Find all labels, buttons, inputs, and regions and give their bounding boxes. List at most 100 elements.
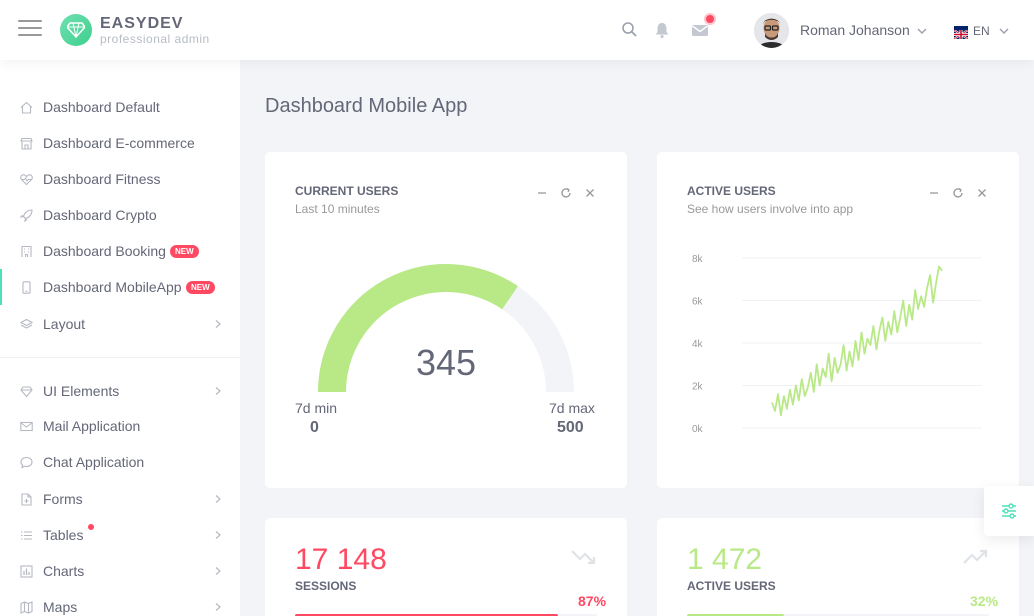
current-users-card: CURRENT USERS Last 10 minutes 345 7d min… <box>265 152 627 488</box>
sliders-icon <box>1002 503 1016 519</box>
sessions-percent: 87% <box>578 593 607 609</box>
chevron-down-icon[interactable] <box>999 26 1009 36</box>
building-icon <box>21 245 32 257</box>
home-icon <box>20 101 33 114</box>
gauge-max-label: 7d max <box>549 400 595 416</box>
store-icon <box>20 137 33 150</box>
file-add-icon <box>21 492 32 506</box>
sidebar-item-forms[interactable]: Forms <box>0 481 240 517</box>
sidebar-item-dashboard-crypto[interactable]: Dashboard Crypto <box>0 197 240 233</box>
chevron-right-icon <box>215 495 221 503</box>
search-icon[interactable] <box>621 21 639 39</box>
sessions-progress-bar <box>295 614 558 616</box>
gauge-fill <box>318 264 518 392</box>
sidebar-item-layout[interactable]: Layout <box>0 306 240 342</box>
language-label[interactable]: EN <box>973 24 990 38</box>
close-icon[interactable] <box>975 186 989 200</box>
sidebar-item-label: Layout <box>43 316 86 332</box>
active-users-progress-bar <box>687 614 784 616</box>
heart-pulse-icon <box>20 173 33 185</box>
minimize-icon[interactable] <box>535 186 549 200</box>
chevron-right-icon <box>215 387 221 395</box>
gauge-min-value: 0 <box>310 419 319 436</box>
uk-flag-icon[interactable] <box>953 26 969 40</box>
card-tools <box>535 186 599 200</box>
gauge-value: 345 <box>415 342 477 383</box>
series-line <box>771 265 943 417</box>
notification-dot <box>706 15 714 23</box>
refresh-icon[interactable] <box>951 186 965 200</box>
chevron-right-icon <box>215 567 221 575</box>
rocket-icon <box>20 208 33 222</box>
sidebar-item-dashboard-fitness[interactable]: Dashboard Fitness <box>0 161 240 197</box>
close-icon[interactable] <box>583 186 597 200</box>
chevron-right-icon <box>215 320 221 328</box>
sidebar-item-maps[interactable]: Maps <box>0 589 240 616</box>
sidebar-item-dashboard-mobileapp[interactable]: Dashboard MobileApp NEW <box>0 269 240 305</box>
minimize-icon[interactable] <box>927 186 941 200</box>
y-tick-label: 6k <box>692 297 704 308</box>
brand-subtitle: professional admin <box>100 32 210 46</box>
list-icon <box>21 530 32 540</box>
trending-down-icon <box>571 550 596 565</box>
sidebar-item-dashboard-booking[interactable]: Dashboard Booking NEW <box>0 233 240 269</box>
chart-bars-icon <box>20 564 33 578</box>
sidebar-item-label: Dashboard Booking <box>43 243 166 259</box>
active-users-percent: 32% <box>970 593 999 609</box>
sidebar-item-dashboard-ecommerce[interactable]: Dashboard E-commerce <box>0 125 240 161</box>
sessions-label: SESSIONS <box>295 579 357 593</box>
card-title: ACTIVE USERS <box>687 184 776 198</box>
y-tick-label: 2k <box>692 382 704 393</box>
active-users-line-chart: 8k 6k 4k 2k 0k <box>692 254 982 435</box>
sidebar-item-mail-application[interactable]: Mail Application <box>0 408 240 444</box>
sidebar-item-label: Dashboard MobileApp <box>43 279 182 295</box>
active-users-card: ACTIVE USERS See how users involve into … <box>657 152 1019 488</box>
sidebar-item-label: Charts <box>43 563 85 579</box>
sidebar-item-label: Dashboard E-commerce <box>43 135 195 151</box>
chevron-down-icon[interactable] <box>917 26 927 36</box>
sidebar-item-label: Mail Application <box>43 418 141 434</box>
customizer-button[interactable] <box>984 486 1034 536</box>
gauge-max-value: 500 <box>557 419 584 436</box>
active-users-value: 1 472 <box>687 543 763 576</box>
sidebar-item-tables[interactable]: Tables <box>0 517 240 553</box>
sessions-value: 17 148 <box>295 543 387 576</box>
logo-diamond-icon[interactable] <box>60 14 92 46</box>
y-tick-label: 0k <box>692 424 704 435</box>
y-tick-label: 8k <box>692 254 704 265</box>
sidebar-item-label: Maps <box>43 599 78 615</box>
chat-bubble-icon <box>20 456 33 469</box>
active-users-label: ACTIVE USERS <box>687 579 776 593</box>
notification-dot <box>88 524 94 530</box>
brand-title: EASYDEV <box>100 15 184 32</box>
menu-icon[interactable] <box>18 20 42 40</box>
bell-icon[interactable] <box>653 21 671 39</box>
gauge-chart <box>318 264 574 392</box>
sidebar-item-label: Tables <box>43 527 84 543</box>
map-icon <box>20 600 33 614</box>
sidebar-divider <box>0 357 240 358</box>
sessions-card: 17 148 SESSIONS 87% <box>265 518 627 616</box>
layers-icon <box>20 318 33 329</box>
sidebar-item-dashboard-default[interactable]: Dashboard Default <box>0 89 240 125</box>
mail-icon[interactable] <box>691 21 709 39</box>
sidebar-item-ui-elements[interactable]: UI Elements <box>0 373 240 409</box>
sidebar-item-label: Forms <box>43 491 83 507</box>
phone-icon <box>22 280 31 294</box>
card-title: CURRENT USERS <box>295 184 399 198</box>
sidebar-item-label: Chat Application <box>43 454 145 470</box>
page-title: Dashboard Mobile App <box>265 95 468 117</box>
sidebar-item-label: Dashboard Fitness <box>43 171 161 187</box>
refresh-icon[interactable] <box>559 186 573 200</box>
avatar[interactable] <box>754 13 789 48</box>
user-name[interactable]: Roman Johanson <box>800 22 910 38</box>
envelope-icon <box>20 421 33 431</box>
topbar: EASYDEV professional admin Roman Johanso… <box>0 0 1034 60</box>
card-tools <box>927 186 991 200</box>
chevron-right-icon <box>215 603 221 611</box>
card-subtitle: Last 10 minutes <box>295 202 380 216</box>
sidebar-item-charts[interactable]: Charts <box>0 553 240 589</box>
sidebar-item-chat-application[interactable]: Chat Application <box>0 444 240 480</box>
new-badge: NEW <box>186 280 215 294</box>
progress-track <box>687 614 989 616</box>
